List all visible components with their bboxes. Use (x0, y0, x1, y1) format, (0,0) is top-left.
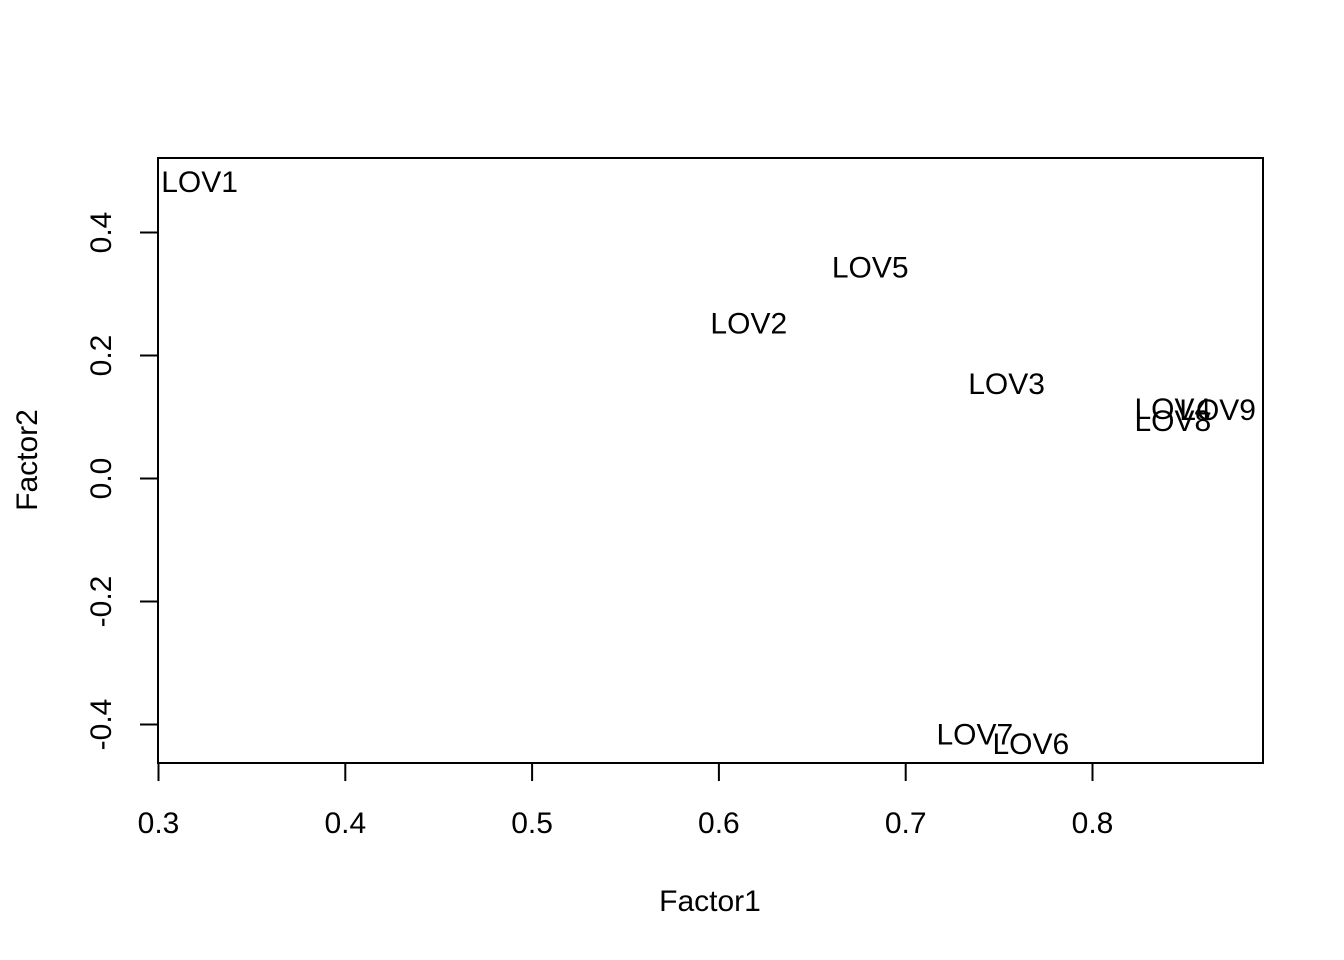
point-label-lov1: LOV1 (161, 166, 238, 199)
point-label-lov2: LOV2 (710, 307, 787, 340)
y-tick-label: -0.2 (85, 576, 118, 628)
y-axis-title: Factor2 (11, 409, 44, 511)
x-tick-label: 0.7 (885, 807, 927, 840)
x-tick-label: 0.6 (698, 807, 740, 840)
point-label-lov6: LOV6 (992, 728, 1069, 761)
y-tick-label: -0.4 (85, 699, 118, 751)
point-label-lov5: LOV5 (832, 251, 909, 284)
point-label-lov9: LOV9 (1179, 394, 1256, 427)
point-label-lov7: LOV7 (936, 719, 1013, 752)
y-tick-label: 0.2 (85, 335, 118, 377)
y-axis: -0.4 -0.2 0.0 0.2 0.4 (85, 212, 159, 751)
point-label-lov8: LOV8 (1134, 405, 1211, 438)
x-axis: 0.3 0.4 0.5 0.6 0.7 0.8 (138, 762, 1114, 840)
point-label-lov3: LOV3 (968, 368, 1045, 401)
y-tick-label: 0.0 (85, 458, 118, 500)
x-tick-label: 0.5 (511, 807, 553, 840)
y-tick-label: 0.4 (85, 212, 118, 254)
x-tick-label: 0.3 (138, 807, 180, 840)
x-tick-label: 0.8 (1072, 807, 1114, 840)
point-label-lov4: LOV4 (1134, 393, 1211, 426)
x-axis-title: Factor1 (659, 885, 761, 918)
x-tick-label: 0.4 (324, 807, 366, 840)
